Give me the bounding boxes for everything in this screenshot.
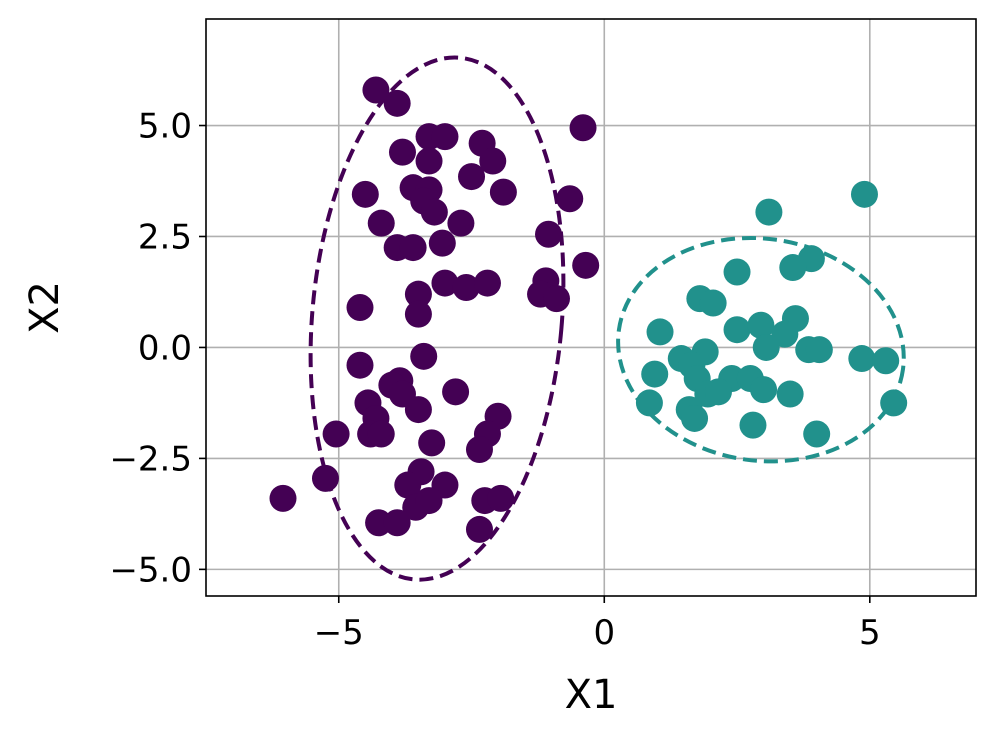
data-point <box>569 114 597 142</box>
y-tick-label: −5.0 <box>109 550 192 590</box>
data-point <box>803 420 831 448</box>
data-point <box>723 316 751 344</box>
data-point <box>779 254 807 282</box>
data-point <box>420 198 448 226</box>
data-point <box>465 436 493 464</box>
data-point <box>473 269 501 297</box>
data-point <box>431 269 459 297</box>
data-point <box>269 484 297 512</box>
data-point <box>458 163 486 191</box>
y-tick-label: 2.5 <box>138 217 192 257</box>
data-point <box>776 380 804 408</box>
data-point <box>723 258 751 286</box>
data-point <box>428 229 456 257</box>
data-point <box>848 345 876 373</box>
data-point <box>535 220 563 248</box>
data-point <box>351 180 379 208</box>
axis-ticks: −5 0 5 −5.0 −2.5 0.0 2.5 5.0 <box>109 107 880 653</box>
data-point <box>850 180 878 208</box>
data-point <box>747 311 775 339</box>
grid <box>206 19 976 596</box>
data-point <box>404 396 432 424</box>
data-point <box>418 429 446 457</box>
data-point <box>465 515 493 543</box>
y-axis-label: X2 <box>22 281 68 334</box>
data-point <box>322 420 350 448</box>
y-tick-label: 0.0 <box>138 328 192 368</box>
data-point <box>311 464 339 492</box>
data-point <box>739 411 767 439</box>
y-tick-label: −2.5 <box>109 439 192 479</box>
data-point <box>394 471 422 499</box>
data-point <box>489 178 517 206</box>
data-point <box>383 89 411 117</box>
data-point <box>388 138 416 166</box>
x-tick-label: 5 <box>859 613 881 653</box>
y-tick-label: 5.0 <box>138 107 192 147</box>
data-point <box>479 147 507 175</box>
data-point <box>805 336 833 364</box>
data-point <box>383 509 411 537</box>
x-tick-label: −5 <box>314 613 364 653</box>
data-point <box>346 294 374 321</box>
data-point <box>367 209 395 237</box>
data-point <box>641 360 669 388</box>
data-point <box>410 342 438 370</box>
x-axis-label: X1 <box>565 672 618 718</box>
data-point <box>750 376 778 404</box>
plot-frame <box>205 18 977 597</box>
data-point <box>556 185 584 213</box>
data-point <box>399 234 427 262</box>
data-point <box>755 198 783 226</box>
data-point <box>404 300 432 328</box>
data-point <box>442 378 470 406</box>
cluster-ellipse <box>616 235 906 464</box>
data-point <box>872 347 900 375</box>
data-point <box>704 378 732 406</box>
data-point <box>447 209 475 237</box>
data-point <box>542 285 570 313</box>
data-point <box>487 484 515 512</box>
data-point <box>699 289 727 317</box>
data-point <box>752 333 780 361</box>
data-point <box>771 320 799 348</box>
data-point <box>681 404 709 432</box>
data-points <box>269 76 908 543</box>
cluster-ellipse <box>308 55 566 582</box>
data-point <box>431 123 459 151</box>
data-point <box>365 509 393 537</box>
data-point <box>362 76 390 104</box>
data-point <box>415 147 443 175</box>
data-point <box>415 487 443 515</box>
x-tick-label: 0 <box>593 613 615 653</box>
data-point <box>452 274 480 302</box>
data-point <box>367 420 395 448</box>
data-point <box>635 389 663 417</box>
data-point <box>572 251 600 279</box>
data-point <box>346 351 374 379</box>
data-point <box>404 280 432 308</box>
data-point <box>880 389 908 417</box>
data-point <box>646 318 674 346</box>
cluster-ellipses <box>308 55 906 582</box>
